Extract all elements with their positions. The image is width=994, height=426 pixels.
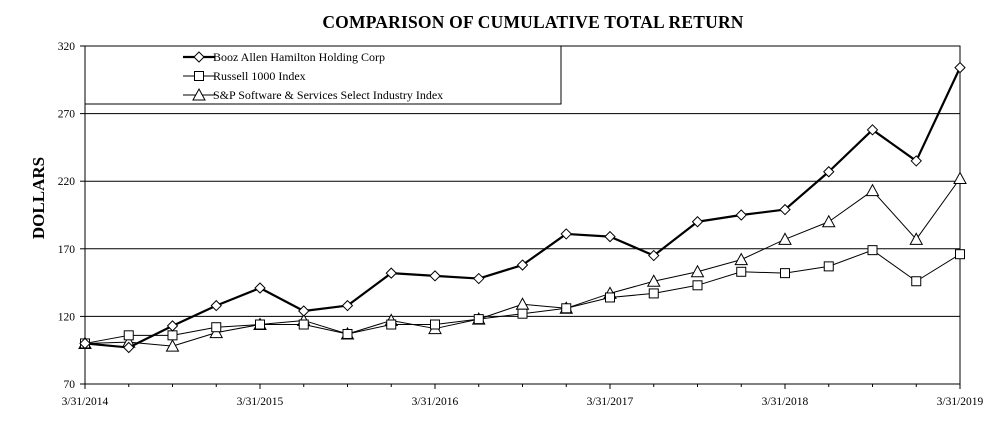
data-point-diamond-14	[691, 216, 704, 228]
data-point-square-19	[911, 276, 922, 287]
data-point-diamond-4	[254, 282, 266, 294]
data-point-triangle-13	[646, 274, 661, 287]
data-point-triangle-15	[734, 252, 749, 266]
data-point-square-16	[780, 268, 790, 279]
legend-label-0: Booz Allen Hamilton Holding Corp	[213, 50, 385, 64]
data-point-square-12	[605, 292, 615, 303]
data-point-triangle-20	[953, 171, 967, 184]
data-point-square-2	[167, 330, 178, 341]
x-tick-label-3: 3/31/2017	[587, 396, 634, 408]
legend-marker-1	[194, 71, 204, 81]
data-point-diamond-3	[210, 299, 222, 312]
data-point-diamond-6	[341, 299, 354, 312]
data-point-diamond-15	[735, 209, 747, 221]
data-point-diamond-1	[123, 341, 135, 354]
series-group	[78, 61, 967, 354]
y-tick-label-170: 170	[58, 244, 76, 256]
data-point-square-8	[430, 319, 440, 330]
data-point-diamond-9	[473, 272, 485, 285]
x-axis-ticks: 3/31/2014 3/31/2015 3/31/2016 3/31/2017 3/31…	[62, 384, 984, 408]
y-tick-label-120: 120	[58, 311, 76, 323]
data-point-diamond-13	[648, 249, 660, 262]
data-point-triangle-19	[909, 232, 924, 245]
data-point-triangle-18	[865, 183, 880, 197]
x-tick-label-4: 3/31/2018	[762, 396, 809, 408]
data-point-square-10	[517, 308, 528, 319]
data-point-square-13	[648, 288, 659, 299]
data-point-triangle-16	[778, 232, 792, 245]
data-point-square-15	[736, 266, 747, 277]
data-point-diamond-10	[516, 259, 529, 271]
y-tick-label-70: 70	[64, 379, 76, 391]
data-point-square-3	[211, 322, 222, 333]
data-point-triangle-17	[821, 214, 836, 228]
series-triangle	[78, 171, 967, 352]
legend-label-2: S&P Software & Services Select Industry …	[213, 88, 443, 102]
data-point-square-4	[255, 319, 265, 330]
legend-marker-0	[193, 51, 205, 63]
data-point-square-17	[823, 261, 834, 272]
data-point-diamond-19	[910, 155, 922, 167]
data-point-triangle-10	[515, 297, 530, 310]
data-point-diamond-11	[560, 228, 572, 240]
legend: Booz Allen Hamilton Holding Corp Russell …	[84, 45, 562, 105]
data-point-triangle-14	[690, 264, 705, 278]
data-point-diamond-20	[954, 61, 966, 74]
x-tick-label-2: 3/31/2016	[412, 396, 459, 408]
series-diamond	[79, 61, 966, 354]
legend-box	[84, 45, 562, 105]
data-point-diamond-7	[385, 267, 397, 279]
data-point-diamond-17	[823, 166, 835, 178]
data-point-square-14	[692, 280, 703, 291]
data-point-square-11	[561, 303, 572, 314]
chart-title: COMPARISON OF CUMULATIVE TOTAL RETURN	[322, 12, 744, 32]
data-point-diamond-2	[166, 320, 179, 332]
y-axis-ticks: 70 120 170 220 270 320	[58, 41, 85, 391]
y-tick-label-270: 270	[58, 109, 76, 121]
data-point-square-18	[867, 245, 878, 256]
gridlines	[85, 113, 960, 317]
x-tick-label-1: 3/31/2015	[237, 396, 284, 408]
data-point-diamond-8	[429, 270, 441, 282]
x-tick-label-5: 3/31/2019	[937, 396, 984, 408]
series-square	[80, 245, 965, 349]
x-tick-label-0: 3/31/2014	[62, 396, 109, 408]
data-point-square-9	[473, 314, 484, 325]
y-tick-label-320: 320	[58, 41, 76, 53]
data-point-square-7	[386, 319, 397, 330]
data-point-diamond-18	[866, 124, 879, 136]
y-tick-label-220: 220	[58, 176, 76, 188]
legend-label-1: Russell 1000 Index	[213, 69, 306, 83]
data-point-diamond-5	[298, 305, 310, 317]
data-point-diamond-0	[79, 337, 91, 350]
data-point-diamond-12	[604, 230, 616, 243]
data-point-square-1	[123, 330, 134, 341]
data-point-square-6	[342, 328, 353, 339]
data-point-diamond-16	[779, 203, 791, 216]
data-point-triangle-2	[165, 339, 180, 352]
data-point-square-20	[955, 249, 965, 260]
data-point-square-5	[298, 319, 309, 330]
legend-marker-2	[192, 87, 206, 101]
